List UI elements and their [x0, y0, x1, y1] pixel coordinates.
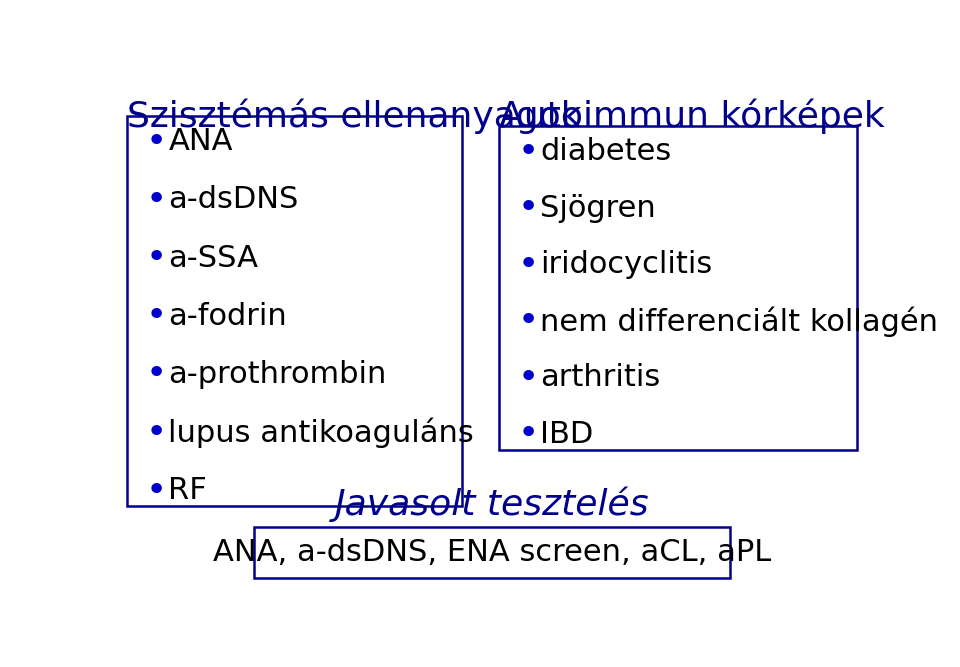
Text: nem differenciált kollagén: nem differenciált kollagén	[540, 306, 938, 337]
Text: •: •	[518, 248, 540, 282]
Text: •: •	[518, 191, 540, 225]
FancyBboxPatch shape	[253, 527, 731, 578]
Text: a-fodrin: a-fodrin	[168, 301, 287, 331]
Text: •: •	[146, 125, 167, 159]
Text: a-SSA: a-SSA	[168, 243, 258, 273]
Text: •: •	[518, 361, 540, 395]
FancyBboxPatch shape	[128, 116, 463, 506]
Text: arthritis: arthritis	[540, 364, 660, 392]
Text: •: •	[518, 418, 540, 452]
Text: ANA, a-dsDNS, ENA screen, aCL, aPL: ANA, a-dsDNS, ENA screen, aCL, aPL	[213, 538, 771, 567]
Text: •: •	[518, 304, 540, 338]
Text: •: •	[146, 299, 167, 334]
Text: •: •	[518, 135, 540, 169]
Text: IBD: IBD	[540, 420, 593, 449]
Text: Javasolt tesztelés: Javasolt tesztelés	[335, 486, 649, 522]
Text: lupus antikoaguláns: lupus antikoaguláns	[168, 418, 474, 448]
Text: ANA: ANA	[168, 127, 233, 156]
Text: •: •	[146, 241, 167, 275]
Text: RF: RF	[168, 476, 207, 506]
Text: •: •	[146, 358, 167, 392]
Text: •: •	[146, 183, 167, 217]
Text: iridocyclitis: iridocyclitis	[540, 250, 712, 279]
Text: diabetes: diabetes	[540, 137, 672, 167]
Text: •: •	[146, 474, 167, 508]
Text: a-prothrombin: a-prothrombin	[168, 360, 387, 389]
Text: a-dsDNS: a-dsDNS	[168, 185, 299, 214]
Text: Sjögren: Sjögren	[540, 194, 656, 223]
Text: Szisztémás ellenanyagok: Szisztémás ellenanyagok	[128, 98, 582, 133]
FancyBboxPatch shape	[499, 126, 856, 450]
Text: Autoimmun kórképek: Autoimmun kórképek	[499, 98, 885, 133]
Text: •: •	[146, 416, 167, 450]
